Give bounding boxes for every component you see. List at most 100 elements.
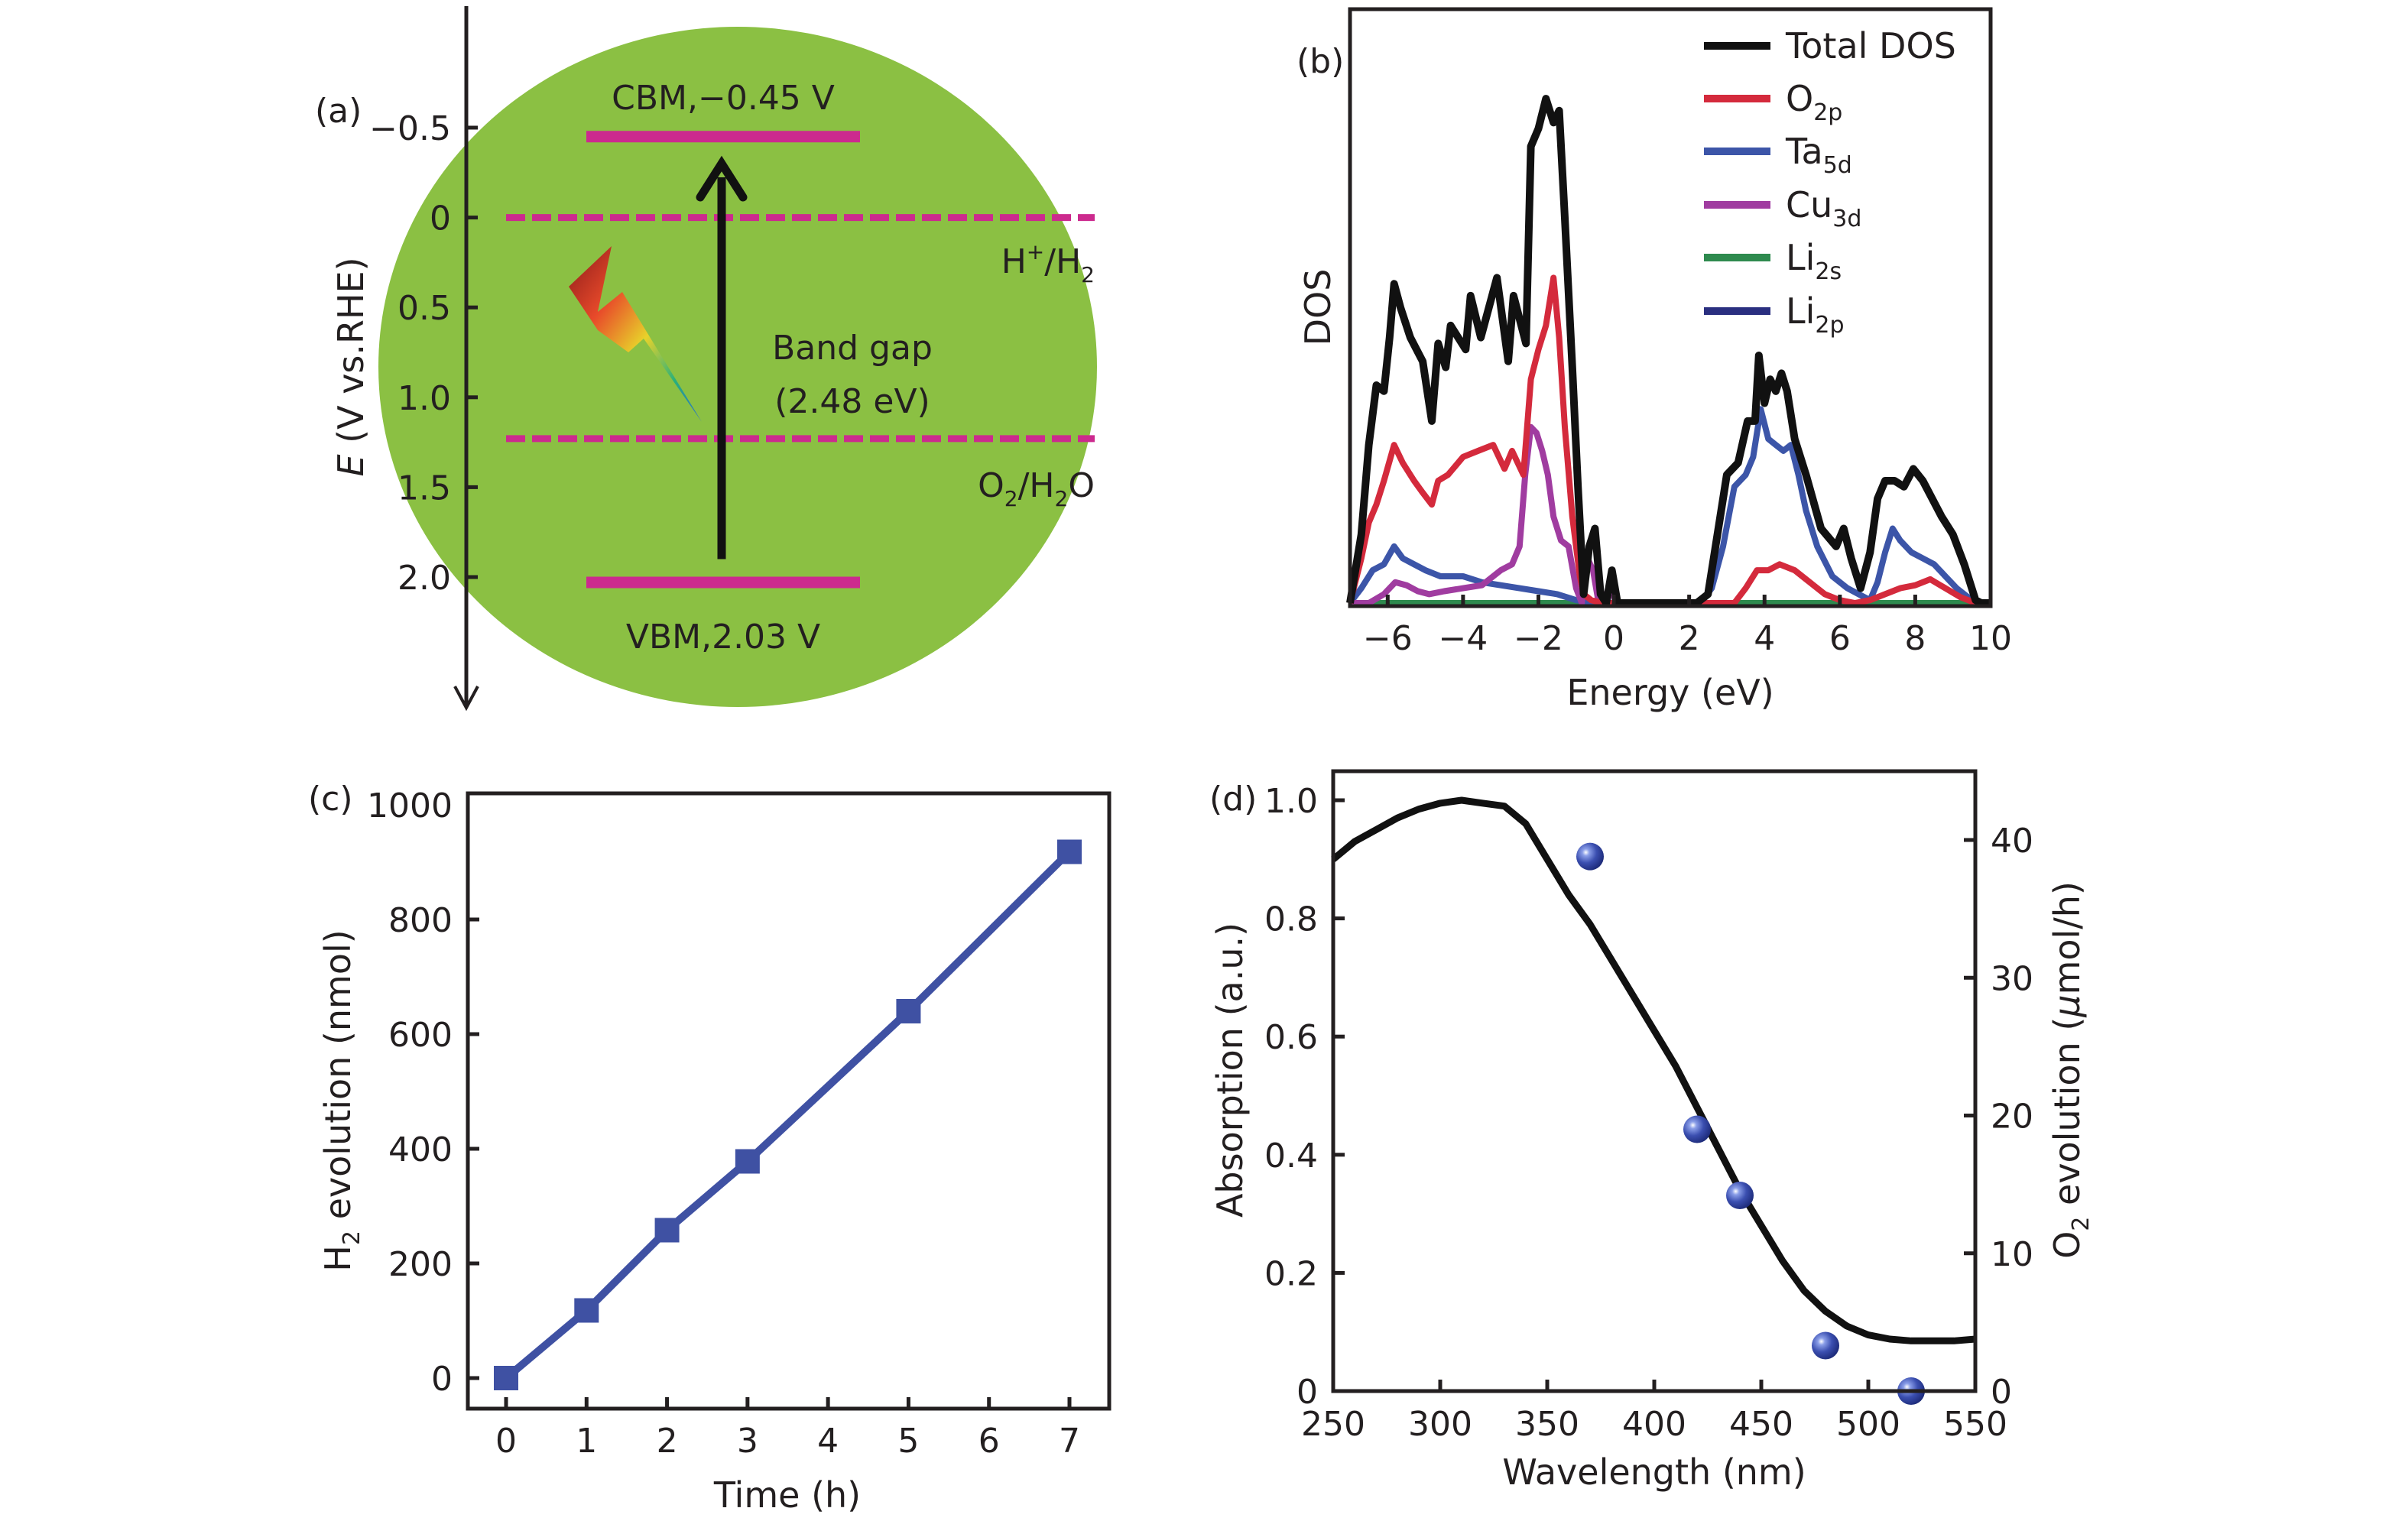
o2-right-y-tick-label: 20 [1991,1098,2033,1137]
legend-item-ta5d: Ta5d [1704,131,1852,179]
absorption-x-tick-label: 400 [1622,1405,1686,1444]
o2-h2o-label: O2/H2O [978,466,1095,511]
h2-x-tick-label: 0 [495,1422,517,1461]
o2-evolution-data-point [1726,1182,1754,1210]
legend-label-subscript: 5d [1823,152,1852,179]
absorption-left-y-tick-label: 0.2 [1264,1254,1318,1293]
dos-x-tick-label: 8 [1904,619,1926,658]
legend-label-subscript: 2p [1815,312,1844,339]
energy-axis-tick-label: 1.5 [398,469,451,508]
cbm-label: CBM,−0.45 V [612,79,835,118]
legend-item-cu3d: Cu3d [1704,184,1861,232]
dos-x-tick-label: 2 [1679,619,1700,658]
band-gap-label: Band gap [772,329,933,368]
h2-x-axis-title: Time (h) [713,1474,861,1516]
dos-x-tick-label: −6 [1363,619,1413,658]
absorption-x-tick-label: 450 [1729,1405,1793,1444]
dos-series-o2p [1347,274,1991,606]
absorption-left-y-tick-label: 0.8 [1264,900,1318,939]
h2-data-point-marker [1057,839,1082,864]
panel-c-h2-evolution-chart: (c) 0 1 2 3 4 5 6 7 0 200 400 600 800 1000 Time (h) H… [308,780,1112,1516]
energy-axis-title: E (V vs.RHE) [330,257,372,476]
legend-label-main: Ta [1785,131,1823,172]
absorption-x-tick-label: 350 [1515,1405,1579,1444]
dos-series-ta5d [1347,406,1991,607]
h2-y-tick-label: 200 [388,1245,453,1284]
legend-label-main: Total DOS [1785,25,1956,66]
h-plus-h2-label: H+/H2 [1001,239,1095,287]
absorption-left-y-tick-label: 0.6 [1264,1018,1318,1057]
energy-axis-tick-label: 1.0 [398,379,451,418]
h2-evolution-line [503,848,1073,1381]
legend-label-subscript: 2p [1813,99,1842,126]
legend-label-main: Li [1786,290,1815,332]
h2-data-point-marker [735,1149,760,1174]
absorption-left-y-tick-label: 0.4 [1264,1137,1318,1176]
h2-y-tick-label: 600 [388,1016,453,1055]
h2-y-tick-label: 0 [431,1360,453,1399]
o2-right-y-tick-label: 0 [1991,1373,2012,1412]
legend-label: Li2s [1786,237,1842,285]
h2-x-tick-label: 4 [817,1422,839,1461]
panel-label-d: (d) [1209,780,1257,819]
o2-right-y-axis-title: O2 evolution (μmol/h) [2046,881,2095,1259]
h2-x-tick-label: 2 [657,1422,678,1461]
legend-item-o2p: O2p [1704,78,1842,126]
o2-right-y-tick-label: 10 [1991,1235,2033,1274]
vbm-label: VBM,2.03 V [626,618,820,657]
dos-x-tick-label: −4 [1438,619,1488,658]
legend-label-main: Cu [1786,184,1832,225]
panel-label-a: (a) [315,92,362,131]
h2-x-tick-label: 5 [897,1422,919,1461]
absorption-left-y-axis-title: Absorption (a.u.) [1209,923,1251,1218]
h2-plot-frame [466,791,1112,1411]
legend-label: Cu3d [1786,184,1861,232]
light-bolt-icon [569,246,702,422]
legend-label: Total DOS [1785,25,1956,66]
h2-y-axis-title: H2 evolution (nmol) [317,929,365,1271]
legend-item-li2s: Li2s [1704,237,1842,285]
legend-label-main: Li [1786,237,1815,278]
legend-label: O2p [1786,78,1842,126]
dos-x-tick-label: −2 [1514,619,1563,658]
legend-label: Ta5d [1785,131,1852,179]
legend-item-total-dos: Total DOS [1704,25,1956,66]
h2-data-point-marker [896,999,921,1023]
energy-axis-tick-label: 2.0 [398,559,451,598]
absorption-curve-line [1331,796,1976,1344]
dos-x-tick-label: 6 [1829,619,1851,658]
dos-x-axis-title: Energy (eV) [1566,672,1774,713]
absorption-left-y-tick-label: 0 [1296,1373,1318,1412]
absorption-x-axis-title: Wavelength (nm) [1502,1451,1806,1493]
h2-x-tick-label: 1 [576,1422,597,1461]
band-diagram-background-circle [378,27,1097,707]
absorption-left-y-tick-label: 1.0 [1264,782,1318,821]
h2-y-tick-label: 800 [388,901,453,940]
legend-label: Li2p [1786,290,1845,339]
h2-x-tick-label: 3 [737,1422,758,1461]
absorption-x-tick-label: 550 [1943,1405,2007,1444]
panel-d-absorption-chart: (d) 250 300 350 400 450 500 55000.20.40.60.81.… [1209,769,2095,1493]
band-gap-value-label: (2.48 eV) [774,382,930,421]
h2-data-point-marker [494,1366,518,1390]
energy-axis-tick-label: 0 [430,199,451,238]
absorption-x-tick-label: 500 [1836,1405,1900,1444]
dos-plot-frame [1348,7,1993,608]
o2-evolution-data-point [1576,842,1604,871]
legend-label-subscript: 2s [1815,258,1842,285]
legend-label-subscript: 3d [1832,206,1861,232]
dos-x-tick-label: 4 [1754,619,1775,658]
dos-x-tick-label: 10 [1969,619,2012,658]
panel-label-b: (b) [1296,42,1344,81]
energy-axis-tick-label: −0.5 [369,109,451,148]
dos-series-total-dos [1346,95,1991,607]
o2-evolution-data-point [1812,1331,1839,1360]
legend-label-main: O [1786,78,1813,119]
absorption-x-tick-label: 300 [1408,1405,1472,1444]
energy-axis-tick-label: 0.5 [398,289,451,328]
panel-b-dos-chart: (b) −6 −4 −2 0 2 4 6 8 10 Energy (eV) DOS Total … [1296,7,2012,713]
h2-data-point-marker [574,1298,599,1323]
h2-y-tick-label: 1000 [367,786,453,825]
